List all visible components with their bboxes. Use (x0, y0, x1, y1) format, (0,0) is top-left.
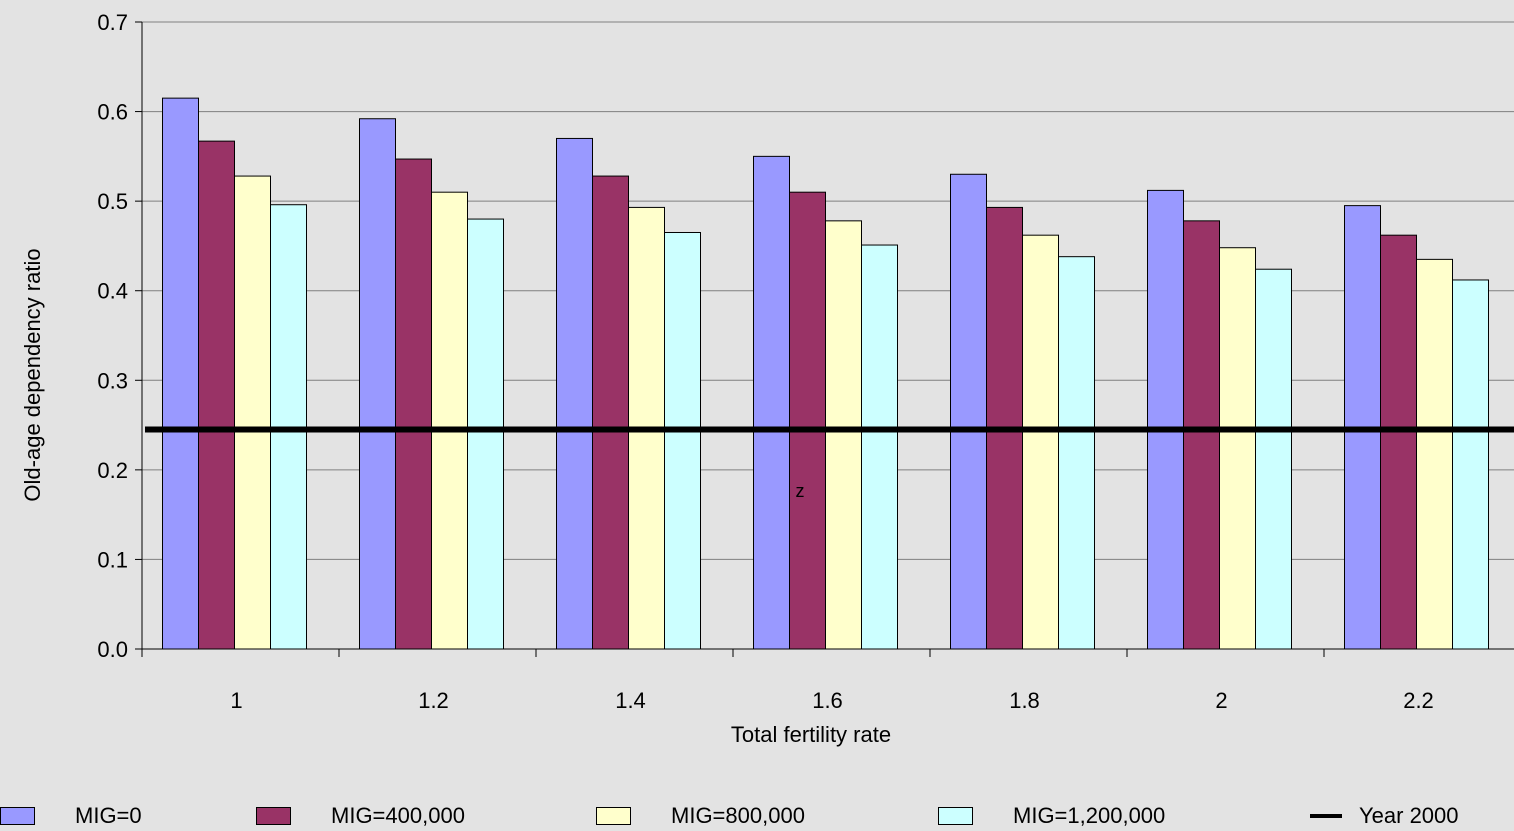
bar-mig-0-1 (162, 97, 199, 650)
bar-mig-400-000-1_2 (395, 158, 432, 650)
legend-swatch (256, 806, 291, 825)
bar-mig-1-200-000-2_2 (1452, 279, 1489, 650)
legend: MIG=0 MIG=400,000 MIG=800,000 MIG=1,200,… (0, 800, 1514, 831)
bar-mig-0-1_8 (950, 173, 987, 650)
x-tick-label: 2.2 (1403, 688, 1434, 713)
bar-mig-800-000-1 (234, 175, 271, 650)
bar-mig-1-200-000-1_6 (861, 244, 898, 650)
x-tick-label: 1 (230, 688, 242, 713)
chart-area: 0.0 0.1 0.2 0.3 0.4 0.5 0.6 0.7 1 1.2 1.4 1.6 1.8 2 2.… (20, 10, 1514, 747)
tick-labels: 0.0 0.1 0.2 0.3 0.4 0.5 0.6 0.7 1 1.2 1.4 1.6 1.8 2 2.… (97, 10, 1433, 713)
axes (135, 21, 1514, 657)
y-tick-label: 0.4 (97, 279, 128, 304)
y-tick-label: 0.0 (97, 637, 128, 662)
bar-mig-400-000-2 (1183, 220, 1220, 650)
bar-mig-800-000-1_8 (1022, 234, 1059, 650)
y-tick-label: 0.5 (97, 189, 128, 214)
legend-item-mig-400000: MIG=400,000 (256, 800, 465, 831)
x-tick-label: 1.6 (812, 688, 843, 713)
bar-mig-1-200-000-1_4 (664, 231, 701, 650)
y-tick-label: 0.3 (97, 368, 128, 393)
bar-mig-800-000-1_2 (431, 191, 468, 650)
y-tick-label: 0.2 (97, 458, 128, 483)
legend-swatch (938, 806, 973, 825)
y-tick-label: 0.1 (97, 547, 128, 572)
bar-mig-1-200-000-2 (1255, 268, 1292, 650)
bar-mig-1-200-000-1_8 (1058, 256, 1095, 650)
bar-mig-1-200-000-1_2 (467, 218, 504, 650)
bars (162, 97, 1489, 650)
legend-item-year-2000: Year 2000 (1310, 800, 1459, 831)
bar-mig-400-000-1_4 (592, 175, 629, 650)
x-tick-label: 1.4 (615, 688, 646, 713)
bar-mig-0-2 (1147, 189, 1184, 650)
legend-label: MIG=0 (75, 802, 142, 828)
x-tick-label: 2 (1215, 688, 1227, 713)
legend-label: Year 2000 (1359, 802, 1459, 828)
bar-mig-400-000-1_6 (789, 191, 826, 650)
x-tick-label: 1.8 (1009, 688, 1040, 713)
bar-mig-0-1_2 (359, 118, 396, 650)
legend-item-mig-800000: MIG=800,000 (596, 800, 805, 831)
legend-label: MIG=1,200,000 (1013, 802, 1166, 828)
chart-annotation: z (796, 481, 805, 501)
y-axis-label: Old-age dependency ratio (20, 248, 45, 501)
legend-swatch (596, 806, 631, 825)
x-axis-label: Total fertility rate (731, 722, 891, 747)
legend-label: MIG=800,000 (671, 802, 805, 828)
y-tick-label: 0.6 (97, 100, 128, 125)
bar-mig-800-000-2_2 (1416, 258, 1453, 650)
bar-mig-400-000-1 (198, 140, 235, 650)
y-tick-label: 0.7 (97, 10, 128, 35)
x-tick-label: 1.2 (418, 688, 449, 713)
legend-item-mig-1200000: MIG=1,200,000 (938, 800, 1165, 831)
bar-mig-800-000-2 (1219, 247, 1256, 650)
legend-item-mig-0: MIG=0 (0, 800, 142, 831)
bar-mig-400-000-2_2 (1380, 234, 1417, 650)
bar-mig-0-1_6 (753, 155, 790, 650)
bar-mig-800-000-1_6 (825, 220, 862, 650)
legend-line-marker (1310, 813, 1342, 818)
bar-mig-0-1_4 (556, 137, 593, 650)
legend-swatch (0, 806, 35, 825)
legend-label: MIG=400,000 (331, 802, 465, 828)
